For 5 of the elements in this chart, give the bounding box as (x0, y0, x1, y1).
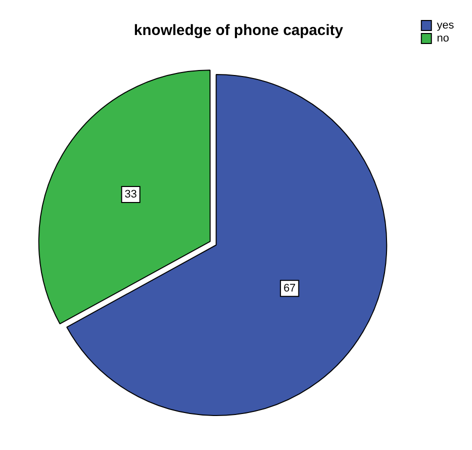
chart-title: knowledge of phone capacity (134, 22, 344, 40)
legend-label: yes (436, 20, 454, 32)
legend-label: no (436, 32, 450, 45)
data-label: 67 (283, 282, 296, 294)
data-label: 33 (124, 188, 137, 201)
